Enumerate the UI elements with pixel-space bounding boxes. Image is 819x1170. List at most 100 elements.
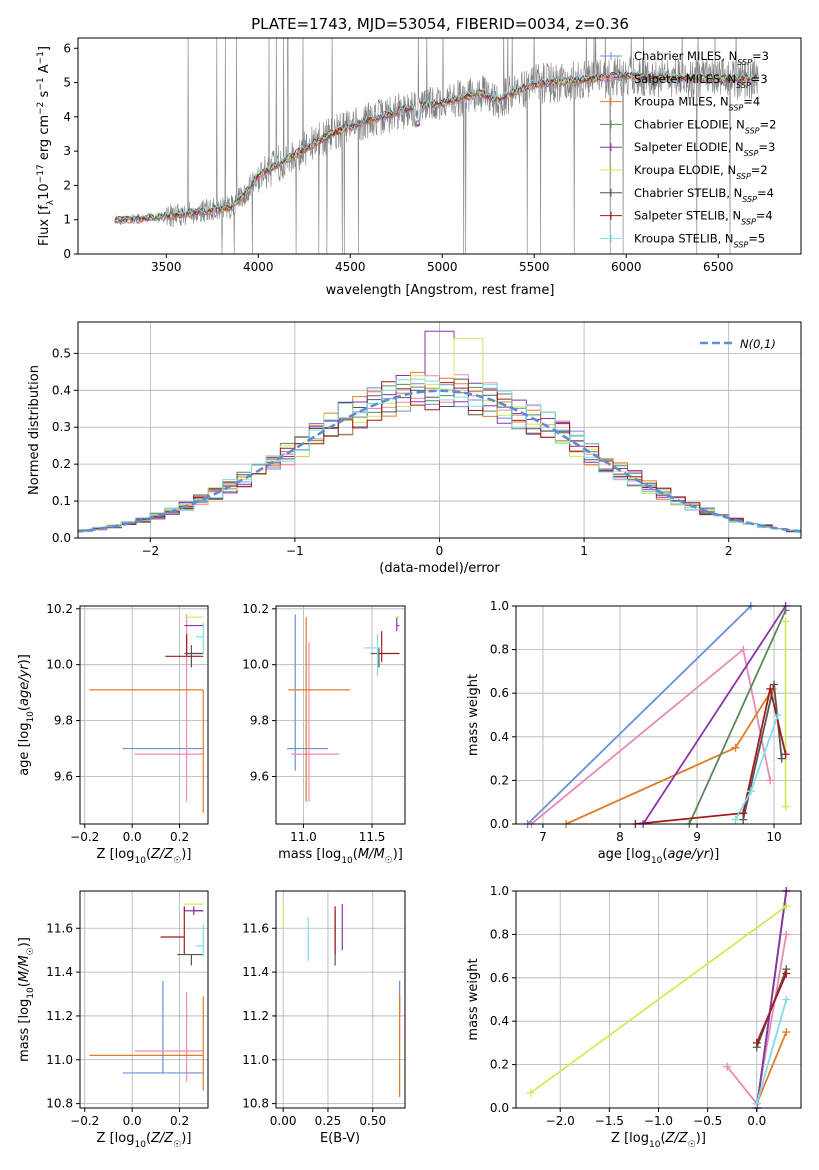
x-axis-label: Z [log10(Z/Z☉)]	[97, 1131, 192, 1150]
x-tick-label: −2.0	[546, 1114, 575, 1128]
x-tick-label: 2	[725, 544, 733, 558]
legend-ssp-count: =2	[760, 117, 777, 131]
label-part: 10	[341, 856, 353, 866]
mass-weight-marker	[766, 684, 775, 693]
model-line-chabrier-stelib	[114, 71, 759, 223]
label-part: −1	[36, 77, 46, 90]
mass-weight-marker	[526, 1088, 535, 1097]
label-part: ☉	[385, 856, 393, 866]
plot-area	[89, 903, 204, 1091]
label-part: Flux [f	[37, 205, 52, 246]
mass-weight-line-chabrier-miles	[526, 606, 752, 824]
mass-weight-marker	[746, 787, 755, 796]
mass-weight-marker	[731, 743, 740, 752]
y-tick-label: 0.3	[52, 420, 71, 434]
y-tick-label: 10.2	[242, 602, 269, 616]
label-part: age/yr	[17, 663, 32, 706]
x-tick-label: −0.5	[693, 1114, 722, 1128]
x-tick-label: −1	[286, 544, 304, 558]
x-axis-label: Z [log10(Z/Z☉)]	[611, 1131, 706, 1150]
axes-frame	[515, 605, 802, 825]
x-tick-label: −1.0	[644, 1114, 673, 1128]
mass-weight-marker	[782, 1028, 791, 1037]
y-axis-label: mass weight	[466, 958, 481, 1040]
label-part: −17	[36, 164, 46, 183]
x-axis-label: mass [log10(M/M☉)]	[278, 847, 403, 866]
x-tick-label: 0.25	[315, 1114, 342, 1128]
label-part: (	[146, 1131, 151, 1146]
y-tick-label: 1.0	[490, 599, 509, 613]
legend-ssp-sub: SSP	[734, 240, 749, 249]
mass-vs-ebv-panel: 0.00 0.25 0.50 10.8 11.0 11.2 11.4 11.6 E(B-V)	[242, 890, 406, 1146]
y-tick-label: 11.6	[242, 921, 269, 935]
label-part: ]	[37, 46, 52, 51]
legend-label: Kroupa STELIB, NSSP=5	[634, 231, 765, 249]
mass-weight-marker	[731, 815, 740, 824]
y-tick-label: 0.0	[490, 1101, 509, 1115]
y-tick-label: 11.4	[46, 965, 73, 979]
legend-ssp-count: =4	[756, 209, 773, 223]
mass-weight-marker	[782, 930, 791, 939]
mass-weight-marker	[777, 754, 786, 763]
x-tick-label: 7	[539, 830, 547, 844]
label-part: )]	[696, 1131, 706, 1146]
x-tick-label: 4000	[243, 260, 274, 274]
axes-frame	[79, 890, 209, 1109]
legend-ssp-count: =4	[757, 186, 774, 200]
residuals-panel: −2 −1 0 1 2 0.0 0.1 0.2 0.3 0.4 0.5 (data-model)/er…	[27, 321, 802, 576]
x-tick-label: 6500	[703, 260, 734, 274]
x-tick-label: 0.50	[359, 1114, 386, 1128]
x-tick-label: 0.0	[123, 830, 142, 844]
label-part: Z [log	[97, 1131, 135, 1146]
x-tick-label: 8	[616, 830, 624, 844]
legend-ssp-sub: SSP	[742, 194, 757, 203]
label-part: mass [log	[278, 847, 341, 862]
y-tick-label: 10.0	[242, 658, 269, 672]
mass-weight-line-kroupa-miles	[755, 1031, 788, 1105]
legend-normal-label: N(0,1)	[740, 337, 776, 351]
y-axis-label: mass weight	[466, 674, 481, 756]
mass-weight-line-kroupa-stelib	[734, 714, 779, 821]
label-part: 10	[26, 987, 36, 999]
label-part: Z/Z	[150, 847, 174, 862]
y-tick-label: 11.4	[242, 965, 269, 979]
legend-label: Chabrier STELIB, NSSP=4	[634, 186, 774, 204]
age-vs-mass-panel: 11.0 11.5 9.6 9.8 10.0 10.2 mass [log10(M/M☉)]	[242, 602, 406, 866]
y-tick-label: 0.1	[52, 494, 71, 508]
axes-frame	[79, 605, 209, 825]
label-part: Z/Z	[665, 1131, 689, 1146]
y-tick-label: 1.0	[490, 884, 509, 898]
y-tick-label: 10.2	[46, 602, 73, 616]
plot-area	[114, 38, 759, 254]
y-tick-label: 3	[63, 144, 71, 158]
mass-weight-line-salpeter-elodie	[755, 891, 788, 1108]
y-tick-label: 10.8	[46, 1097, 73, 1111]
label-part: (	[17, 982, 32, 987]
y-tick-label: 0.6	[490, 686, 509, 700]
x-tick-label: 6000	[611, 260, 642, 274]
y-tick-label: 1	[63, 213, 71, 227]
x-tick-label: −2	[141, 544, 159, 558]
x-tick-label: −1.5	[595, 1114, 624, 1128]
legend-label: Salpeter STELIB, NSSP=4	[634, 209, 773, 227]
label-part: 10	[134, 1140, 146, 1150]
y-tick-label: 0.2	[490, 773, 509, 787]
x-tick-label: 11.5	[359, 830, 386, 844]
x-tick-label: 3500	[151, 260, 182, 274]
mass-weight-marker	[781, 802, 790, 811]
label-part: 10	[649, 1140, 661, 1150]
y-tick-label: 0.8	[490, 927, 509, 941]
mass-weight-line-salpeter-elodie	[642, 606, 787, 824]
label-part: Z [log	[97, 847, 135, 862]
y-tick-label: 0	[63, 247, 71, 261]
y-tick-label: 4	[63, 110, 71, 124]
y-tick-label: 9.8	[250, 714, 269, 728]
legend-ssp-sub: SSP	[737, 58, 752, 67]
x-tick-label: 0.00	[270, 1114, 297, 1128]
y-tick-label: 9.6	[54, 769, 73, 783]
y-tick-label: 0.0	[52, 531, 71, 545]
label-part: )]	[709, 847, 719, 862]
label-part: age [log	[17, 723, 32, 776]
